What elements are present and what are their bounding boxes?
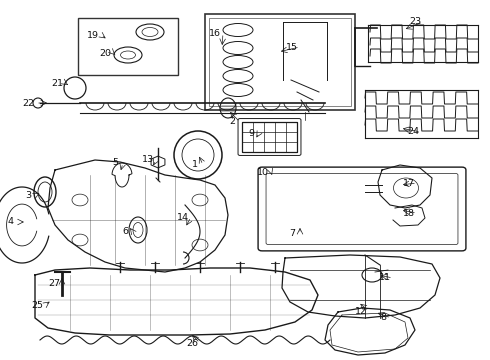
Text: 17: 17 <box>403 179 415 188</box>
Text: 1: 1 <box>192 161 198 170</box>
Text: 5: 5 <box>112 158 118 167</box>
Text: 9: 9 <box>248 129 254 138</box>
Text: 27: 27 <box>48 279 60 288</box>
Text: 11: 11 <box>379 274 391 283</box>
Text: 21: 21 <box>51 78 63 87</box>
Text: 26: 26 <box>186 338 198 347</box>
Text: 7: 7 <box>289 230 295 239</box>
Text: 6: 6 <box>122 228 128 237</box>
Text: 23: 23 <box>409 18 421 27</box>
Text: 8: 8 <box>380 314 386 323</box>
Text: 12: 12 <box>355 306 367 315</box>
Text: 24: 24 <box>407 127 419 136</box>
Text: 15: 15 <box>286 42 298 51</box>
Text: 16: 16 <box>209 28 221 37</box>
Bar <box>205 14 355 110</box>
Text: 19: 19 <box>87 31 99 40</box>
Text: 25: 25 <box>31 301 43 310</box>
Bar <box>242 122 297 152</box>
Bar <box>78 18 178 75</box>
Text: 2: 2 <box>229 117 235 126</box>
Text: 3: 3 <box>25 190 31 199</box>
Text: 20: 20 <box>99 49 111 58</box>
Text: 14: 14 <box>177 212 189 221</box>
Text: 10: 10 <box>257 167 269 176</box>
Text: 22: 22 <box>22 99 34 108</box>
Text: 13: 13 <box>142 156 154 165</box>
Text: 18: 18 <box>403 208 415 217</box>
Text: 4: 4 <box>8 217 14 226</box>
Bar <box>209 18 351 106</box>
